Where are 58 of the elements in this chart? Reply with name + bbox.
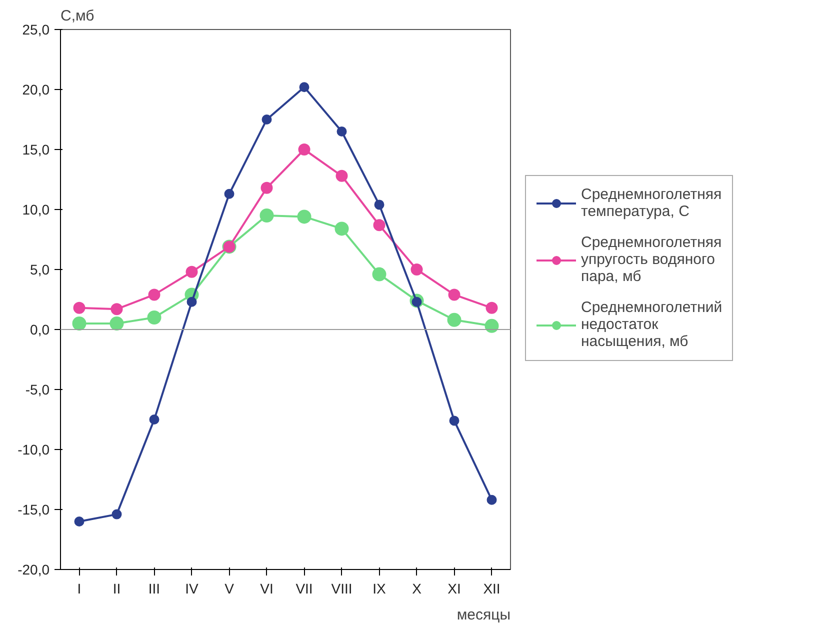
- point: [110, 303, 123, 316]
- x-tick-label: IX: [372, 580, 387, 596]
- point: [484, 318, 499, 333]
- legend-label: Среднемноголетний недостаток насыщения, мб: [581, 299, 722, 350]
- point: [448, 288, 460, 301]
- point: [186, 296, 197, 307]
- point: [334, 222, 349, 236]
- point: [299, 82, 310, 92]
- y-tick-label: -20,0: [18, 562, 50, 578]
- x-axis-title: месяцы: [456, 606, 511, 624]
- point: [260, 208, 274, 222]
- point: [486, 494, 497, 505]
- x-tick-label: II: [112, 580, 121, 596]
- point: [298, 144, 310, 156]
- point: [186, 266, 198, 278]
- x-tick-label: III: [148, 580, 160, 596]
- point: [74, 516, 84, 526]
- y-tick-label: -15,0: [18, 502, 50, 518]
- point: [148, 288, 160, 301]
- point: [336, 170, 348, 182]
- y-tick-label: 0,0: [30, 322, 50, 338]
- y-tick-label: -10,0: [18, 442, 50, 458]
- x-tick-label: X: [412, 580, 422, 596]
- point: [110, 316, 124, 330]
- point: [112, 509, 122, 520]
- point: [374, 200, 384, 210]
- y-axis-title: С,мб: [60, 8, 94, 24]
- x-tick-label: IV: [185, 580, 200, 596]
- x-tick-label: VI: [260, 580, 274, 596]
- x-tick-label: XII: [483, 580, 500, 596]
- y-tick-label: 10,0: [22, 202, 50, 218]
- point: [336, 126, 347, 136]
- point: [260, 182, 273, 194]
- point: [410, 264, 423, 276]
- y-tick-label: 15,0: [22, 142, 50, 158]
- point: [147, 310, 162, 324]
- y-tick-label: 5,0: [30, 262, 50, 278]
- point: [372, 267, 386, 282]
- point: [373, 219, 386, 232]
- point: [72, 316, 86, 330]
- point: [262, 114, 272, 124]
- x-tick-label: I: [77, 580, 82, 596]
- x-tick-label: VIII: [331, 580, 352, 596]
- point: [149, 414, 160, 424]
- point: [297, 210, 312, 224]
- point: [73, 302, 86, 314]
- point: [449, 416, 460, 426]
- legend-label: Среднемноголетняя упругость водяного пара, мб: [581, 234, 722, 285]
- y-tick-label: 25,0: [22, 22, 50, 38]
- point: [447, 312, 462, 327]
- legend-label: Среднемноголетняя температура, С: [581, 186, 722, 220]
- y-tick-label: 20,0: [22, 82, 50, 98]
- y-tick-label: -5,0: [25, 382, 50, 398]
- point: [486, 302, 498, 314]
- x-tick-label: XI: [448, 580, 461, 596]
- x-tick-label: V: [224, 580, 235, 596]
- x-tick-label: VII: [296, 580, 313, 596]
- point: [224, 188, 234, 199]
